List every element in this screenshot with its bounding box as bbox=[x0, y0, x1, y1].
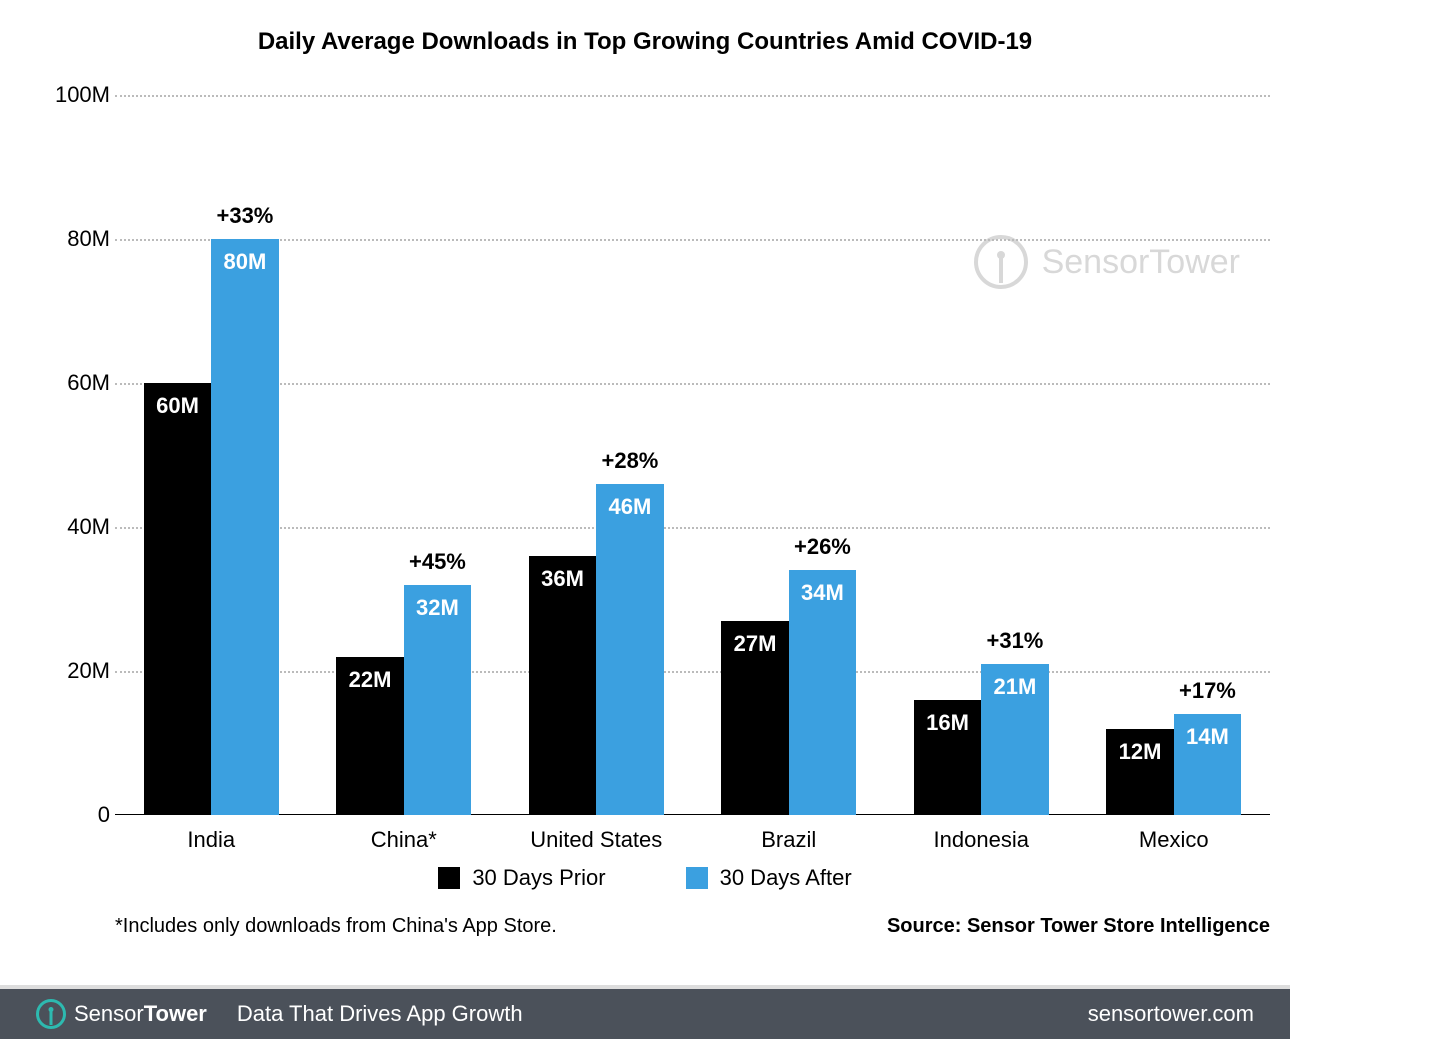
y-tick-label: 100M bbox=[40, 82, 110, 108]
x-tick-label: United States bbox=[500, 827, 693, 853]
bar-value-label: 36M bbox=[529, 566, 596, 592]
pct-change-label: +31% bbox=[965, 628, 1065, 654]
x-tick-label: China* bbox=[308, 827, 501, 853]
bar-value-label: 27M bbox=[721, 631, 788, 657]
bar-value-label: 32M bbox=[404, 595, 471, 621]
pct-change-label: +17% bbox=[1157, 678, 1257, 704]
x-tick-label: Indonesia bbox=[885, 827, 1078, 853]
bar-value-label: 60M bbox=[144, 393, 211, 419]
bar-after: 21M bbox=[981, 664, 1048, 815]
footer-brand-prefix: Sensor bbox=[74, 1001, 144, 1026]
bar-prior: 16M bbox=[914, 700, 981, 815]
bar-prior: 36M bbox=[529, 556, 596, 815]
bar-after: 80M bbox=[211, 239, 278, 815]
bar-after: 32M bbox=[404, 585, 471, 815]
y-tick-label: 40M bbox=[40, 514, 110, 540]
plot-area: SensorTower 020M40M60M80M100M 60M80M+33%… bbox=[115, 95, 1270, 815]
legend-swatch bbox=[438, 867, 460, 889]
legend-swatch bbox=[686, 867, 708, 889]
footer-brand: SensorTower bbox=[74, 1001, 207, 1027]
sensortower-icon-small bbox=[36, 999, 66, 1029]
bar-value-label: 12M bbox=[1106, 739, 1173, 765]
bar-prior: 60M bbox=[144, 383, 211, 815]
bar-prior: 12M bbox=[1106, 729, 1173, 815]
y-tick-label: 80M bbox=[40, 226, 110, 252]
chart-container: Daily Average Downloads in Top Growing C… bbox=[0, 0, 1290, 980]
chart-title: Daily Average Downloads in Top Growing C… bbox=[0, 0, 1290, 56]
footer-tagline: Data That Drives App Growth bbox=[237, 1001, 523, 1027]
bar-prior: 27M bbox=[721, 621, 788, 815]
pct-change-label: +45% bbox=[387, 549, 487, 575]
footer-bar: SensorTower Data That Drives App Growth … bbox=[0, 985, 1290, 1039]
y-tick-label: 0 bbox=[40, 802, 110, 828]
bar-value-label: 80M bbox=[211, 249, 278, 275]
footnote: *Includes only downloads from China's Ap… bbox=[115, 915, 557, 938]
bar-prior: 22M bbox=[336, 657, 403, 815]
footer-brand-suffix: Tower bbox=[144, 1001, 207, 1026]
pct-change-label: +33% bbox=[195, 203, 295, 229]
x-tick-label: India bbox=[115, 827, 308, 853]
bar-value-label: 16M bbox=[914, 710, 981, 736]
legend: 30 Days Prior 30 Days After bbox=[0, 865, 1290, 895]
x-tick-label: Brazil bbox=[693, 827, 886, 853]
bar-value-label: 22M bbox=[336, 667, 403, 693]
legend-item: 30 Days Prior bbox=[438, 865, 605, 891]
bar-value-label: 14M bbox=[1174, 724, 1241, 750]
bar-value-label: 46M bbox=[596, 494, 663, 520]
source-text: Source: Sensor Tower Store Intelligence bbox=[887, 915, 1270, 938]
legend-label: 30 Days Prior bbox=[472, 865, 605, 891]
y-tick-label: 20M bbox=[40, 658, 110, 684]
pct-change-label: +28% bbox=[580, 448, 680, 474]
bar-value-label: 34M bbox=[789, 580, 856, 606]
bar-after: 46M bbox=[596, 484, 663, 815]
bar-after: 14M bbox=[1174, 714, 1241, 815]
x-tick-label: Mexico bbox=[1078, 827, 1271, 853]
legend-item: 30 Days After bbox=[686, 865, 852, 891]
bar-value-label: 21M bbox=[981, 674, 1048, 700]
bars-layer: 60M80M+33%India22M32M+45%China*36M46M+28… bbox=[115, 95, 1270, 815]
y-tick-label: 60M bbox=[40, 370, 110, 396]
bar-after: 34M bbox=[789, 570, 856, 815]
legend-label: 30 Days After bbox=[720, 865, 852, 891]
footer-url: sensortower.com bbox=[1088, 1001, 1254, 1027]
pct-change-label: +26% bbox=[772, 534, 872, 560]
